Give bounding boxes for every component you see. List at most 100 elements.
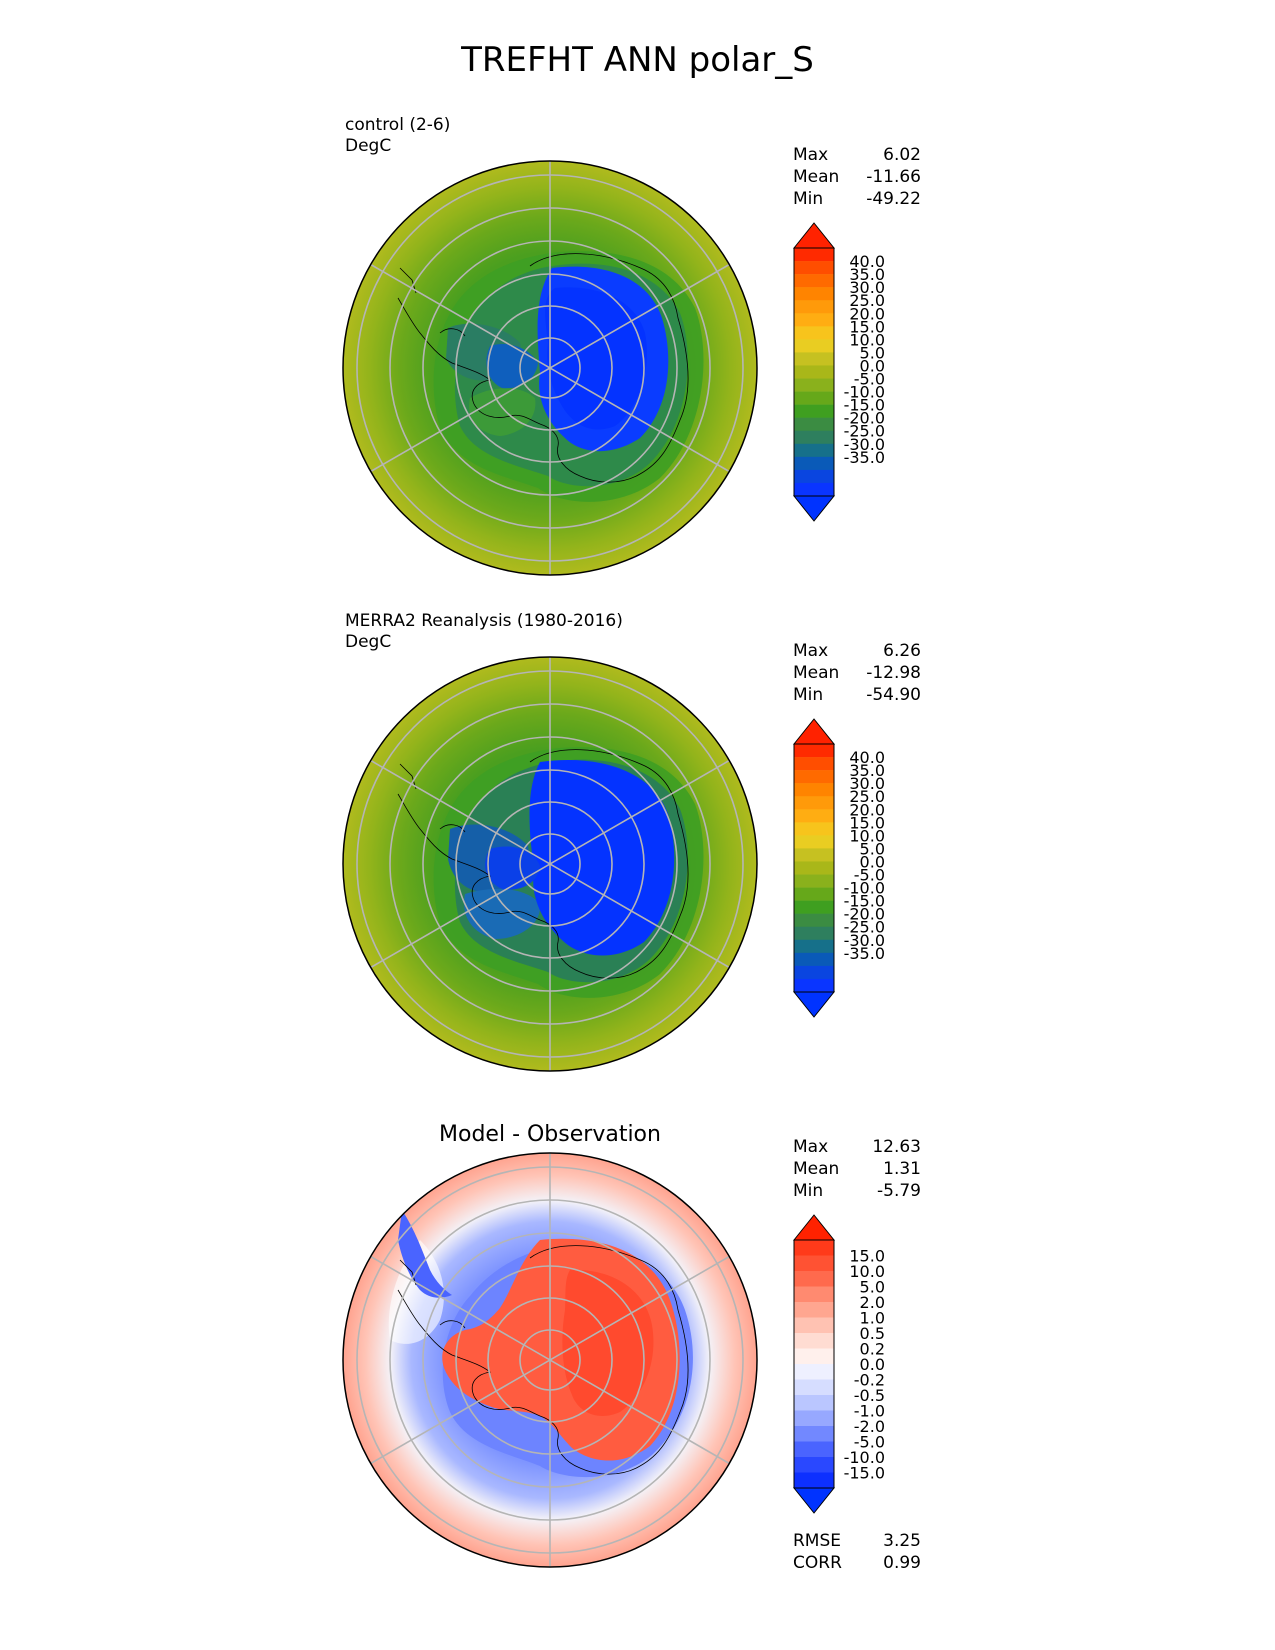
colorbar-over-extend xyxy=(792,222,836,249)
colorbar-tick-label: -20.0 xyxy=(844,409,885,428)
colorbar-under-extend xyxy=(792,1487,836,1514)
colorbar-segment xyxy=(794,365,834,379)
colorbar-segment xyxy=(794,443,834,458)
colorbar-segment xyxy=(794,835,834,849)
colorbar-tick-label: -0.2 xyxy=(854,1371,885,1390)
colorbar-segment xyxy=(794,482,834,497)
colorbar-segment xyxy=(794,978,834,993)
panel-1-stats: Max 6.02 Mean -11.66 Min -49.22 xyxy=(793,145,921,209)
colorbar-tick-label: -5.0 xyxy=(854,866,885,885)
colorbar-tick-label: 0.5 xyxy=(860,1324,885,1343)
colorbar-segment xyxy=(794,248,834,262)
panel-2-label: MERRA2 Reanalysis (1980-2016) DegC xyxy=(345,611,623,652)
colorbar-tick-label: 20.0 xyxy=(849,304,885,323)
colorbar-segment xyxy=(794,1472,834,1489)
colorbar-segment xyxy=(794,1379,834,1396)
colorbar-tick-label: 10.0 xyxy=(849,1262,885,1281)
colorbar-tick-label: 15.0 xyxy=(849,317,885,336)
colorbar-tick-label: 1.0 xyxy=(860,1309,885,1328)
colorbar-tick-label: 10.0 xyxy=(849,330,885,349)
colorbar-tick-label: -15.0 xyxy=(844,892,885,911)
figure-title: TREFHT ANN polar_S xyxy=(461,40,814,80)
colorbar-tick-label: 0.2 xyxy=(860,1340,885,1359)
colorbar-merra2: 40.035.030.025.020.015.010.05.00.0-5.0-1… xyxy=(792,718,885,1018)
colorbar-tick-label: 20.0 xyxy=(849,800,885,819)
coastline xyxy=(397,253,689,483)
colorbar-segment xyxy=(794,770,834,784)
colorbar-segment xyxy=(794,965,834,980)
panel-1-label: control (2-6) DegC xyxy=(345,115,451,156)
colorbar-segment xyxy=(794,1441,834,1458)
colorbar-tick-label: 15.0 xyxy=(849,813,885,832)
colorbar-tick-label: 2.0 xyxy=(860,1293,885,1312)
colorbar-tick-label: -35.0 xyxy=(844,944,885,963)
colorbar-segment xyxy=(794,404,834,418)
colorbar-tick-label: 5.0 xyxy=(860,343,885,362)
map-merra2 xyxy=(342,656,758,1072)
colorbar-segment xyxy=(794,952,834,967)
colorbar-segment xyxy=(794,1240,834,1256)
colorbar-tick-label: 25.0 xyxy=(849,787,885,806)
colorbar-segment xyxy=(794,1255,834,1272)
colorbar-tick-label: -1.0 xyxy=(854,1402,885,1421)
colorbar-segment xyxy=(794,939,834,954)
colorbar-tick-label: -0.5 xyxy=(854,1386,885,1405)
colorbar-tick-label: -30.0 xyxy=(844,931,885,950)
colorbar-segment xyxy=(794,430,834,445)
colorbar-segment xyxy=(794,1286,834,1303)
map-difference xyxy=(342,1152,758,1568)
colorbar-over-extend xyxy=(792,718,836,745)
colorbar-control: 40.035.030.025.020.015.010.05.00.0-5.0-1… xyxy=(792,222,885,522)
colorbar-tick-label: 10.0 xyxy=(849,826,885,845)
colorbar-tick-label: -15.0 xyxy=(844,396,885,415)
colorbar-segment xyxy=(794,261,834,275)
colorbar-segment xyxy=(794,900,834,914)
colorbar-segment xyxy=(794,287,834,301)
panel-3-metrics: RMSE 3.25 CORR 0.99 xyxy=(793,1531,921,1573)
colorbar-segment xyxy=(794,1348,834,1365)
colorbar-segment xyxy=(794,300,834,314)
colorbar-under-extend xyxy=(792,991,836,1018)
colorbar-segment xyxy=(794,456,834,471)
colorbar-segment xyxy=(794,417,834,432)
colorbar-tick-label: 25.0 xyxy=(849,291,885,310)
colorbar-tick-label: 40.0 xyxy=(849,748,885,767)
panel-3-title: Model - Observation xyxy=(439,1122,661,1147)
colorbar-segment xyxy=(794,339,834,353)
colorbar-segment xyxy=(794,1426,834,1442)
colorbar-under-extend xyxy=(792,495,836,522)
colorbar-segment xyxy=(794,1410,834,1427)
colorbar-segment xyxy=(794,913,834,928)
colorbar-tick-label: 30.0 xyxy=(849,774,885,793)
colorbar-tick-label: 30.0 xyxy=(849,278,885,297)
colorbar-segment xyxy=(794,326,834,340)
colorbar-tick-label: -35.0 xyxy=(844,448,885,467)
colorbar-tick-label: 5.0 xyxy=(860,1278,885,1297)
colorbar-segment xyxy=(794,744,834,758)
colorbar-segment xyxy=(794,848,834,862)
colorbar-tick-label: 40.0 xyxy=(849,252,885,271)
colorbar-tick-label: 15.0 xyxy=(849,1247,885,1266)
colorbar-tick-label: -5.0 xyxy=(854,1433,885,1452)
colorbar-difference: 15.010.05.02.01.00.50.20.0-0.2-0.5-1.0-2… xyxy=(792,1214,885,1514)
colorbar-tick-label: -25.0 xyxy=(844,422,885,441)
colorbar-segment xyxy=(794,874,834,888)
colorbar-tick-label: 5.0 xyxy=(860,839,885,858)
colorbar-tick-label: -5.0 xyxy=(854,370,885,389)
colorbar-over-extend xyxy=(792,1214,836,1241)
panel-2-stats: Max 6.26 Mean -12.98 Min -54.90 xyxy=(793,641,921,705)
colorbar-segment xyxy=(794,1364,834,1380)
colorbar-segment xyxy=(794,1395,834,1411)
panel-3-stats: Max 12.63 Mean 1.31 Min -5.79 xyxy=(793,1137,921,1201)
colorbar-segment xyxy=(794,1302,834,1318)
colorbar-segment xyxy=(794,391,834,405)
colorbar-tick-label: -2.0 xyxy=(854,1417,885,1436)
colorbar-tick-label: -10.0 xyxy=(844,879,885,898)
colorbar-tick-label: 0.0 xyxy=(860,356,885,375)
colorbar-segment xyxy=(794,757,834,771)
colorbar-tick-label: -15.0 xyxy=(844,1464,885,1483)
colorbar-segment xyxy=(794,469,834,484)
colorbar-segment xyxy=(794,809,834,823)
colorbar-segment xyxy=(794,1457,834,1473)
colorbar-tick-label: -10.0 xyxy=(844,383,885,402)
